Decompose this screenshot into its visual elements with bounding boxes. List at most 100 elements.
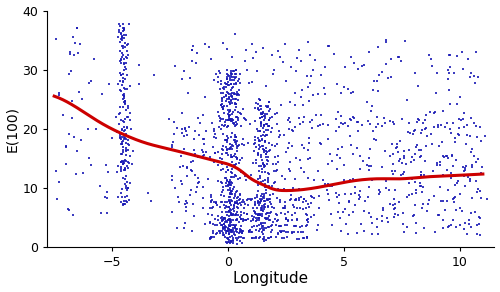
Point (220, 94, 228, 99)
Point (302, 218, 310, 223)
Point (382, 179, 390, 184)
Point (256, 129, 264, 133)
Point (262, 132, 270, 137)
Point (248, 197, 256, 202)
Point (224, 94, 232, 99)
Point (227, 179, 235, 184)
Point (304, 236, 312, 240)
Point (223, 104, 231, 108)
Point (55, 180, 63, 185)
Point (224, 195, 232, 199)
Point (440, 155, 448, 160)
Point (263, 149, 271, 154)
Point (405, 121, 413, 126)
Point (390, 119, 398, 124)
Point (290, 205, 298, 210)
Point (182, 174, 190, 178)
Point (431, 230, 439, 234)
Point (234, 118, 241, 122)
Point (231, 199, 239, 204)
Point (296, 198, 304, 202)
Point (121, 194, 129, 199)
Point (445, 224, 453, 228)
Point (248, 235, 256, 240)
Point (304, 157, 312, 161)
Point (258, 180, 266, 184)
Point (226, 201, 234, 206)
Point (246, 122, 254, 126)
Point (413, 142, 421, 147)
Point (120, 104, 128, 109)
Point (220, 225, 228, 230)
Point (363, 100, 371, 105)
Point (265, 184, 273, 189)
Point (120, 76, 128, 81)
Point (228, 144, 236, 148)
Point (187, 159, 195, 164)
Point (380, 208, 388, 213)
Point (202, 150, 210, 154)
Point (288, 129, 296, 134)
Point (116, 135, 124, 140)
Point (460, 169, 468, 173)
Point (264, 211, 272, 215)
Point (256, 197, 264, 202)
Point (262, 152, 270, 157)
Point (396, 139, 404, 144)
Point (118, 142, 126, 146)
Point (268, 184, 276, 189)
Point (274, 212, 281, 217)
Point (216, 87, 224, 91)
Point (204, 177, 212, 182)
Point (92, 126, 100, 131)
Point (220, 203, 228, 208)
Point (227, 190, 235, 195)
Point (228, 239, 235, 243)
Point (399, 172, 407, 177)
Point (212, 201, 220, 206)
Point (476, 232, 484, 237)
Point (226, 188, 234, 192)
Point (254, 138, 262, 142)
Point (378, 213, 386, 218)
Point (438, 199, 446, 204)
Point (334, 147, 342, 152)
Point (198, 150, 206, 154)
Point (228, 121, 236, 125)
Point (232, 91, 239, 96)
Point (238, 217, 246, 222)
Point (305, 141, 313, 146)
Point (232, 120, 239, 124)
Point (120, 201, 128, 206)
Point (260, 194, 268, 199)
Point (120, 60, 128, 65)
Point (223, 77, 231, 81)
Point (250, 106, 258, 110)
Point (260, 221, 268, 225)
Point (119, 97, 127, 101)
Point (276, 197, 284, 202)
Point (121, 77, 129, 82)
Point (262, 121, 270, 126)
Point (258, 133, 266, 137)
Point (60, 112, 68, 117)
Point (473, 189, 481, 194)
Point (232, 190, 240, 194)
Point (224, 227, 232, 231)
Point (219, 217, 227, 221)
Point (232, 123, 239, 128)
Point (304, 175, 312, 180)
Point (266, 148, 274, 153)
Point (270, 181, 278, 185)
Point (224, 183, 232, 188)
Point (254, 153, 262, 157)
Point (374, 232, 382, 236)
Point (168, 144, 176, 149)
Point (217, 81, 225, 86)
Point (288, 144, 296, 149)
Point (306, 205, 314, 210)
Point (288, 193, 296, 198)
Point (120, 95, 128, 100)
Point (258, 204, 266, 208)
Point (417, 148, 425, 152)
